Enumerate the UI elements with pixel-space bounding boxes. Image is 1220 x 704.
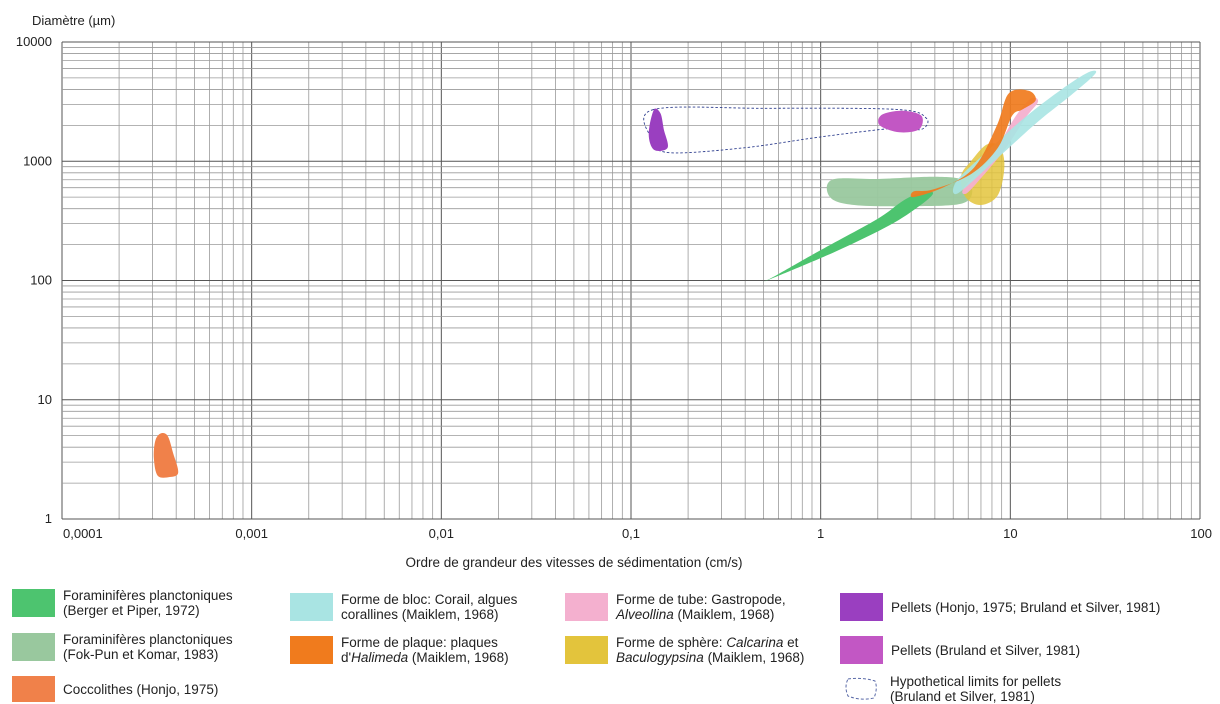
legend-swatch (840, 593, 883, 621)
x-tick-label: 1 (817, 526, 824, 541)
legend-label: Foraminifères planctoniques (Berger et Pi… (63, 588, 233, 618)
region-foram_fp (826, 176, 973, 207)
x-tick-label: 0,001 (235, 526, 268, 541)
legend-item-coccolithes: Coccolithes (Honjo, 1975) (12, 676, 218, 702)
legend-item-tube: Forme de tube: Gastropode, Alveollina (M… (565, 592, 786, 622)
legend-label: Coccolithes (Honjo, 1975) (63, 681, 219, 697)
legend-swatch (565, 593, 608, 621)
legend-item-plaque: Forme de plaque: plaques d'Halimeda (Mai… (290, 635, 509, 665)
grid (61, 41, 1201, 520)
legend-label: Forme de plaque: plaques d'Halimeda (Mai… (341, 635, 509, 665)
x-axis-label: Ordre de grandeur des vitesses de sédime… (406, 555, 743, 570)
axes: 0,0001 0,001 0,01 0,1 1 10 100 1 10 100 1000 10000 (16, 34, 1212, 541)
legend-swatch (290, 636, 333, 664)
y-tick-label: 1000 (23, 153, 52, 168)
legend-item-foram-fokpun: Foraminifères planctoniques (Fok-Pun et K… (12, 632, 233, 662)
x-tick-label: 0,1 (622, 526, 640, 541)
x-tick-label: 10 (1003, 526, 1017, 541)
dashed-outline-icon (845, 677, 877, 700)
legend-label: Pellets (Bruland et Silver, 1981) (891, 642, 1081, 658)
region-bloc (952, 70, 1097, 195)
y-tick-label: 10000 (16, 34, 52, 49)
legend-swatch (12, 676, 55, 702)
legend-item-sphere: Forme de sphère: Calcarina et Baculogyps… (565, 635, 804, 665)
legend-item-pellets-bruland: Pellets (Bruland et Silver, 1981) (840, 636, 1080, 664)
legend-item-pellets-honjo: Pellets (Honjo, 1975; Bruland et Silver,… (840, 593, 1160, 621)
legend-swatch (840, 636, 883, 664)
legend-item-hypothetical: Hypothetical limits for pellets (Bruland … (842, 674, 1061, 704)
region-plaque (910, 89, 1036, 198)
region-cocco (153, 433, 179, 478)
legend-swatch (12, 633, 55, 661)
y-tick-label: 10 (38, 392, 52, 407)
legend-item-bloc: Forme de bloc: Corail, algues corallines … (290, 592, 517, 622)
legend-label: Forme de tube: Gastropode, Alveollina (M… (616, 592, 786, 622)
x-tick-label: 100 (1190, 526, 1212, 541)
x-tick-label: 0,01 (429, 526, 454, 541)
legend-swatch (12, 589, 55, 617)
region-foram_bp (762, 191, 934, 283)
legend-swatch (565, 636, 608, 664)
x-tick-label: 0,0001 (63, 526, 103, 541)
legend-label: Forme de bloc: Corail, algues corallines … (341, 592, 518, 622)
legend-item-foram-berger: Foraminifères planctoniques (Berger et Pi… (12, 588, 233, 618)
y-tick-label: 1 (45, 511, 52, 526)
legend-label: Pellets (Honjo, 1975; Bruland et Silver,… (891, 599, 1161, 615)
legend-label: Foraminifères planctoniques (Fok-Pun et K… (63, 632, 233, 662)
data-regions (153, 70, 1097, 478)
y-tick-label: 100 (30, 273, 52, 288)
y-axis-label: Diamètre (µm) (32, 13, 115, 28)
region-pellets_bs (878, 110, 923, 133)
legend-label: Hypothetical limits for pellets (Bruland … (890, 674, 1062, 704)
legend-swatch (290, 593, 333, 621)
region-pellets_h (648, 108, 668, 151)
legend-label: Forme de sphère: Calcarina et Baculogyps… (616, 635, 805, 665)
